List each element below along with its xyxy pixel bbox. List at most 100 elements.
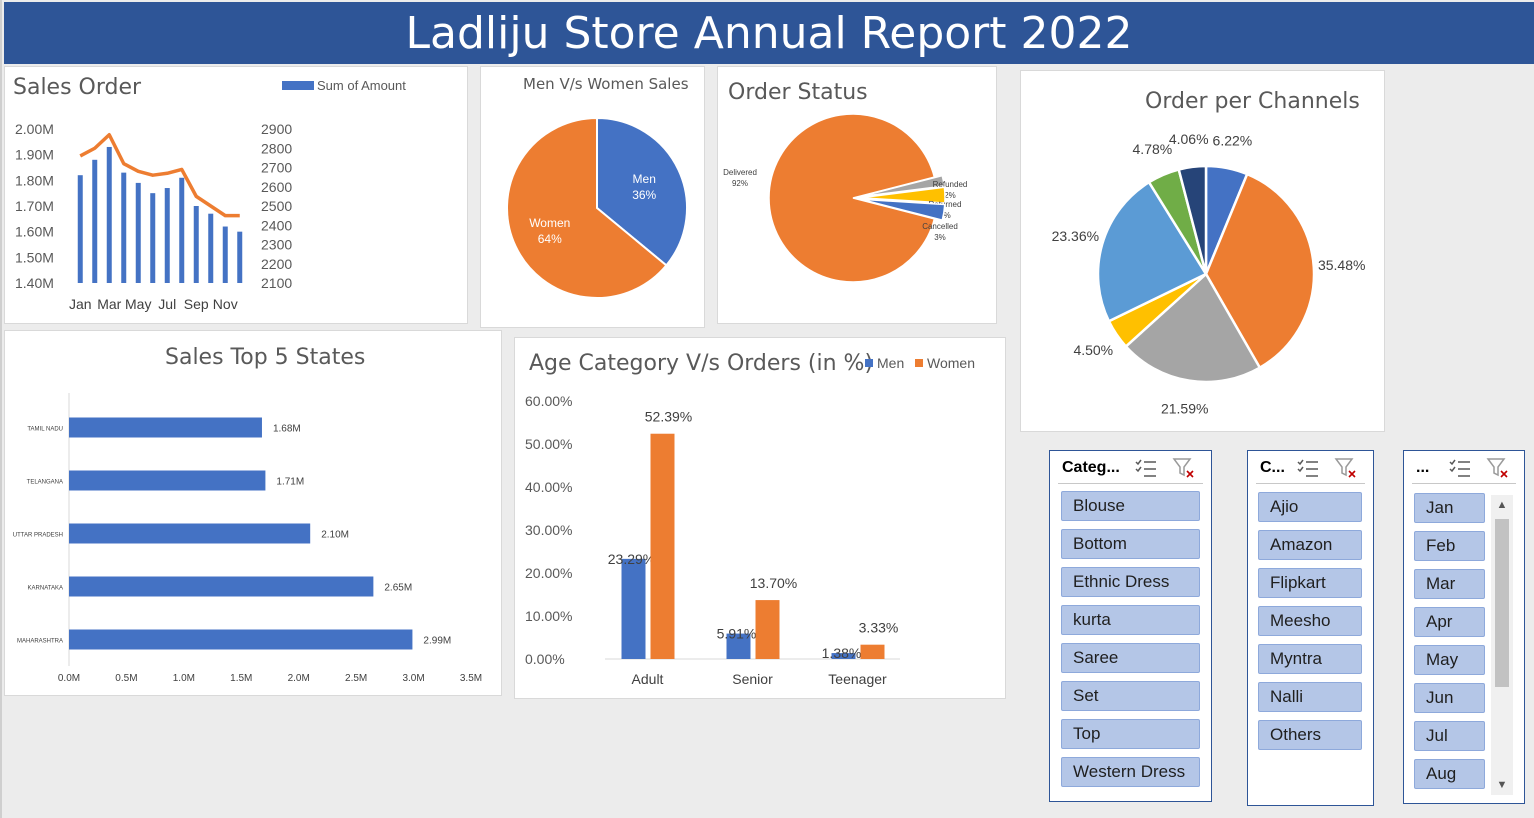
x-axis-tick: 3.0M — [402, 673, 424, 684]
sheet-gridline — [0, 0, 2, 818]
multi-select-icon[interactable] — [1134, 457, 1158, 479]
slicer-item[interactable]: Mar — [1414, 569, 1485, 599]
x-axis-tick: 3.5M — [460, 673, 482, 684]
bar-value-label: 2.10M — [321, 530, 349, 541]
pie-slice — [1124, 272, 1262, 384]
report-title-banner: Ladliju Store Annual Report 2022 — [4, 2, 1534, 64]
legend-label: Sum of Amount — [317, 78, 406, 93]
sales-bar — [92, 159, 98, 283]
pie-slice — [860, 198, 946, 222]
slicer-item[interactable]: Saree — [1061, 643, 1200, 673]
x-axis-tick: 2.0M — [288, 673, 310, 684]
clear-filter-icon[interactable] — [1334, 457, 1358, 479]
slicer-item[interactable]: Top — [1061, 719, 1200, 749]
state-label: KARNATAKA — [28, 586, 63, 592]
channels-chart[interactable]: Order per Channels 6.22% 35.48% 21.59% 4.50… — [1020, 70, 1385, 432]
slice-label: 92% — [732, 179, 748, 188]
channels-plot: 6.22% 35.48% 21.59% 4.50% 23.36% 4.78%4.06% — [1052, 131, 1366, 416]
x-axis-tick: 0.0M — [58, 673, 80, 684]
state-label: TELANGANA — [27, 480, 63, 486]
age-category-chart[interactable]: Age Category V/s Orders (in %) Men Women 6… — [514, 337, 1006, 699]
slicer-item[interactable]: Ajio — [1258, 492, 1362, 522]
bar-value-label: 23.29% — [608, 551, 655, 567]
slicer-item[interactable]: May — [1414, 645, 1485, 675]
slice-name: Delivered — [723, 168, 757, 177]
category-slicer[interactable]: Categ... Blouse Bottom Ethnic Dress kurta Sa… — [1049, 450, 1212, 802]
clear-filter-icon[interactable] — [1486, 457, 1510, 479]
scroll-down-icon[interactable]: ▼ — [1496, 779, 1508, 791]
slicer-item[interactable]: Feb — [1414, 531, 1485, 561]
slicer-item[interactable]: Apr — [1414, 607, 1485, 637]
slicer-item[interactable]: Flipkart — [1258, 568, 1362, 598]
order-count-line — [79, 133, 240, 218]
right-axis-tick: 2900 — [261, 121, 292, 137]
clear-filter-icon[interactable] — [1172, 457, 1196, 479]
slicer-scrollbar[interactable]: ▲ ▼ — [1491, 495, 1513, 795]
month-slicer[interactable]: ... ▲ ▼ Jan Feb Mar Apr May Jun Jul Aug — [1403, 450, 1525, 804]
state-bar — [69, 576, 374, 597]
slicer-item[interactable]: kurta — [1061, 605, 1200, 635]
age-bar — [621, 558, 646, 659]
slice-label: 4.78% — [1133, 141, 1173, 157]
slice-name: Men — [633, 172, 656, 186]
slicer-item[interactable]: Nalli — [1258, 682, 1362, 712]
slicer-item[interactable]: Set — [1061, 681, 1200, 711]
bar-value-label: 3.33% — [859, 620, 899, 636]
slicer-item[interactable]: Myntra — [1258, 644, 1362, 674]
slicer-item[interactable]: Ethnic Dress — [1061, 567, 1200, 597]
multi-select-icon[interactable] — [1296, 457, 1320, 479]
channel-slicer[interactable]: C... Ajio Amazon Flipkart Meesho Myntra Nalli… — [1247, 450, 1374, 806]
x-axis-tick: 1.5M — [230, 673, 252, 684]
scroll-up-icon[interactable]: ▲ — [1496, 499, 1508, 511]
chart-title: Age Category V/s Orders (in %) — [529, 351, 874, 376]
slice-name: Cancelled — [922, 222, 958, 231]
slice-label: 36% — [632, 188, 656, 202]
multi-select-icon[interactable] — [1448, 457, 1472, 479]
legend-label: Women — [927, 355, 975, 371]
left-axis-tick: 1.70M — [15, 198, 54, 214]
slicer-item[interactable]: Western Dress — [1061, 757, 1200, 787]
chart-title: Sales Top 5 States — [165, 345, 366, 370]
slicer-item[interactable]: Bottom — [1061, 529, 1200, 559]
state-bar — [69, 629, 413, 650]
slice-label: 23.36% — [1052, 228, 1099, 244]
state-bar — [69, 417, 262, 438]
slice-label: 3% — [939, 211, 951, 220]
slicer-divider — [1412, 483, 1516, 484]
slicer-item[interactable]: Aug — [1414, 759, 1485, 789]
category-label: Adult — [632, 671, 664, 687]
slicer-header: C... — [1260, 459, 1285, 476]
slicer-item[interactable]: Meesho — [1258, 606, 1362, 636]
slicer-header: ... — [1416, 459, 1430, 476]
pie-slice — [1177, 164, 1208, 275]
order-status-chart[interactable]: Order Status Delivered92%Refunded2%Retur… — [717, 66, 997, 324]
age-bar — [755, 600, 780, 659]
slicer-item[interactable]: Blouse — [1061, 491, 1200, 521]
scrollbar-thumb[interactable] — [1495, 519, 1509, 687]
slice-label: 21.59% — [1161, 400, 1208, 416]
x-axis-tick: Jan — [69, 296, 92, 312]
left-axis-tick: 1.80M — [15, 172, 54, 188]
age-category-plot: Men Women 60.00% 50.00% 40.00% 30.00% 20.00% 10… — [525, 355, 975, 687]
sales-order-chart[interactable]: Sales Order Sum of Amount 2.00M 1.90M 1.80M… — [4, 66, 468, 324]
top-states-chart[interactable]: Sales Top 5 States TAMIL NADU 1.68M TELANG… — [4, 330, 502, 696]
slicer-item[interactable]: Jan — [1414, 493, 1485, 523]
y-axis-tick: 30.00% — [525, 522, 572, 538]
chart-title: Order Status — [728, 80, 868, 105]
slicer-item[interactable]: Others — [1258, 720, 1362, 750]
left-axis-tick: 1.90M — [15, 147, 54, 163]
slice-label: 35.48% — [1318, 257, 1365, 273]
sales-bar — [121, 172, 127, 283]
men-women-chart[interactable]: Men V/s Women Sales Men 36% Women 64% — [480, 66, 705, 328]
x-axis-tick: 0.5M — [115, 673, 137, 684]
sales-bar — [150, 193, 156, 283]
slicer-item[interactable]: Jun — [1414, 683, 1485, 713]
pie-slice — [860, 174, 946, 198]
sales-bar — [193, 206, 199, 283]
slicer-item[interactable]: Amazon — [1258, 530, 1362, 560]
slicer-item[interactable]: Jul — [1414, 721, 1485, 751]
x-axis-tick: Jul — [158, 296, 176, 312]
x-axis-tick: 2.5M — [345, 673, 367, 684]
y-axis-tick: 0.00% — [525, 651, 565, 667]
state-bar — [69, 470, 266, 491]
